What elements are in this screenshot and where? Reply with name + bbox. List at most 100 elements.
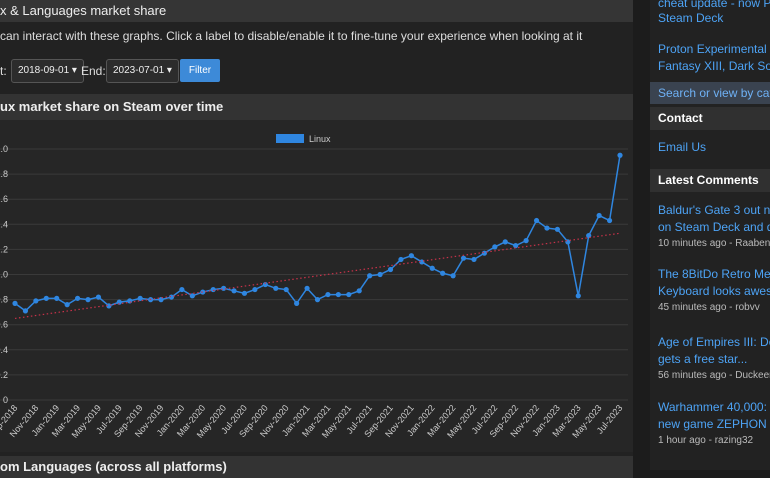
main: x & Languages market share can interact … — [0, 0, 633, 478]
point — [346, 291, 352, 298]
point — [189, 293, 195, 299]
y-tick-label: 1.6 — [0, 194, 8, 204]
comment-title[interactable]: The 8BitDo Retro Mec — [658, 267, 770, 281]
point — [398, 256, 404, 263]
comment-title[interactable]: gets a free star... — [658, 352, 748, 366]
y-tick-label: 1.4 — [0, 219, 8, 229]
article-link[interactable]: Fantasy XIII, Dark Sou — [658, 59, 770, 73]
comment-meta: 56 minutes ago - Duckeenie — [658, 370, 770, 381]
point — [304, 285, 310, 291]
point — [43, 295, 49, 301]
point — [335, 291, 341, 298]
start-select[interactable]: 2018-09-01 ▾ — [11, 59, 84, 83]
trendline — [14, 232, 621, 320]
y-tick-label: 0.2 — [0, 370, 8, 380]
line — [14, 155, 621, 312]
legend-swatch — [276, 134, 304, 143]
end-select[interactable]: 2023-07-01 ▾ — [106, 59, 179, 83]
point — [74, 295, 81, 301]
section-header: Contact — [650, 107, 770, 130]
point — [168, 294, 175, 300]
comment-meta: 1 hour ago - razing32 — [658, 435, 754, 446]
end-value: 2023-07-01 — [113, 65, 165, 76]
point — [377, 271, 383, 278]
article-link[interactable]: cheat update - now P — [658, 0, 770, 10]
comment-title[interactable]: Age of Empires III: De — [658, 335, 770, 349]
next-panel-header: om Languages (across all platforms) — [0, 456, 633, 478]
point — [54, 295, 60, 301]
point — [492, 244, 498, 250]
y-tick-label: 1.2 — [0, 244, 8, 254]
point — [283, 286, 289, 293]
comment-meta: 45 minutes ago - robvv — [658, 302, 760, 313]
point — [554, 226, 561, 232]
point — [64, 302, 70, 308]
point — [158, 297, 164, 303]
filter-button[interactable]: Filter — [180, 59, 220, 82]
sidebar: cheat update - now P Steam Deck Proton Exp… — [650, 0, 770, 470]
point — [533, 217, 540, 224]
point — [606, 217, 613, 224]
point — [325, 291, 331, 298]
comment-title[interactable]: new game ZEPHON h — [658, 417, 770, 431]
panel-title: x & Languages market share — [0, 3, 167, 18]
start-label: t: — [0, 64, 7, 78]
chart: 00.20.40.60.81.01.21.41.61.82.0Sep-2018N… — [0, 134, 628, 440]
point — [617, 152, 623, 158]
point — [429, 265, 435, 271]
point — [127, 298, 133, 304]
y-tick-label: 0 — [3, 395, 8, 405]
point — [95, 294, 102, 300]
point — [262, 281, 268, 288]
panel-header: x & Languages market share — [0, 0, 633, 22]
y-tick-label: 0.6 — [0, 320, 8, 330]
point — [137, 295, 143, 301]
y-tick-label: 1.8 — [0, 169, 8, 179]
y-tick-label: 0.8 — [0, 295, 8, 305]
point — [471, 256, 477, 263]
point — [367, 273, 373, 279]
point — [273, 285, 279, 291]
point — [502, 239, 508, 245]
point — [85, 297, 91, 303]
article-link[interactable]: Steam Deck — [658, 11, 724, 25]
point — [523, 238, 529, 244]
point — [294, 300, 300, 306]
point — [408, 253, 414, 259]
chart-panel: ux market share on Steam over time — [0, 94, 633, 452]
point — [210, 286, 216, 293]
section-header: Latest Comments — [650, 169, 770, 192]
point — [200, 289, 206, 295]
point — [387, 266, 394, 273]
search-bar[interactable]: Search or view by cate — [650, 82, 770, 104]
chart-header: ux market share on Steam over time — [0, 94, 633, 120]
email-link[interactable]: Email Us — [658, 140, 707, 154]
comment-meta: 10 minutes ago - Raaben — [658, 238, 770, 249]
point — [22, 308, 29, 314]
point — [440, 270, 446, 276]
point — [575, 293, 581, 299]
start-value: 2018-09-01 — [18, 65, 70, 76]
point — [450, 273, 456, 279]
point — [241, 290, 248, 296]
intro-text: can interact with these graphs. Click a … — [0, 29, 583, 43]
comment-title[interactable]: Baldur's Gate 3 out no — [658, 203, 770, 217]
point — [513, 243, 519, 249]
comment-title[interactable]: Keyboard looks aweso — [658, 284, 770, 298]
y-tick-label: 1.0 — [0, 270, 8, 280]
comment-title[interactable]: Warhammer 40,000: C — [658, 400, 770, 414]
point — [481, 250, 487, 256]
comment-title[interactable]: on Steam Deck and de — [658, 220, 770, 234]
point — [460, 255, 467, 261]
point — [252, 286, 258, 293]
y-tick-label: 2.0 — [0, 144, 8, 154]
article-link[interactable]: Proton Experimental 8 — [658, 42, 770, 56]
point — [544, 225, 550, 231]
point — [231, 288, 237, 294]
y-tick-label: 0.4 — [0, 345, 8, 355]
end-label: End: — [81, 64, 106, 78]
point — [12, 300, 18, 306]
point — [356, 288, 362, 294]
point — [33, 298, 39, 304]
